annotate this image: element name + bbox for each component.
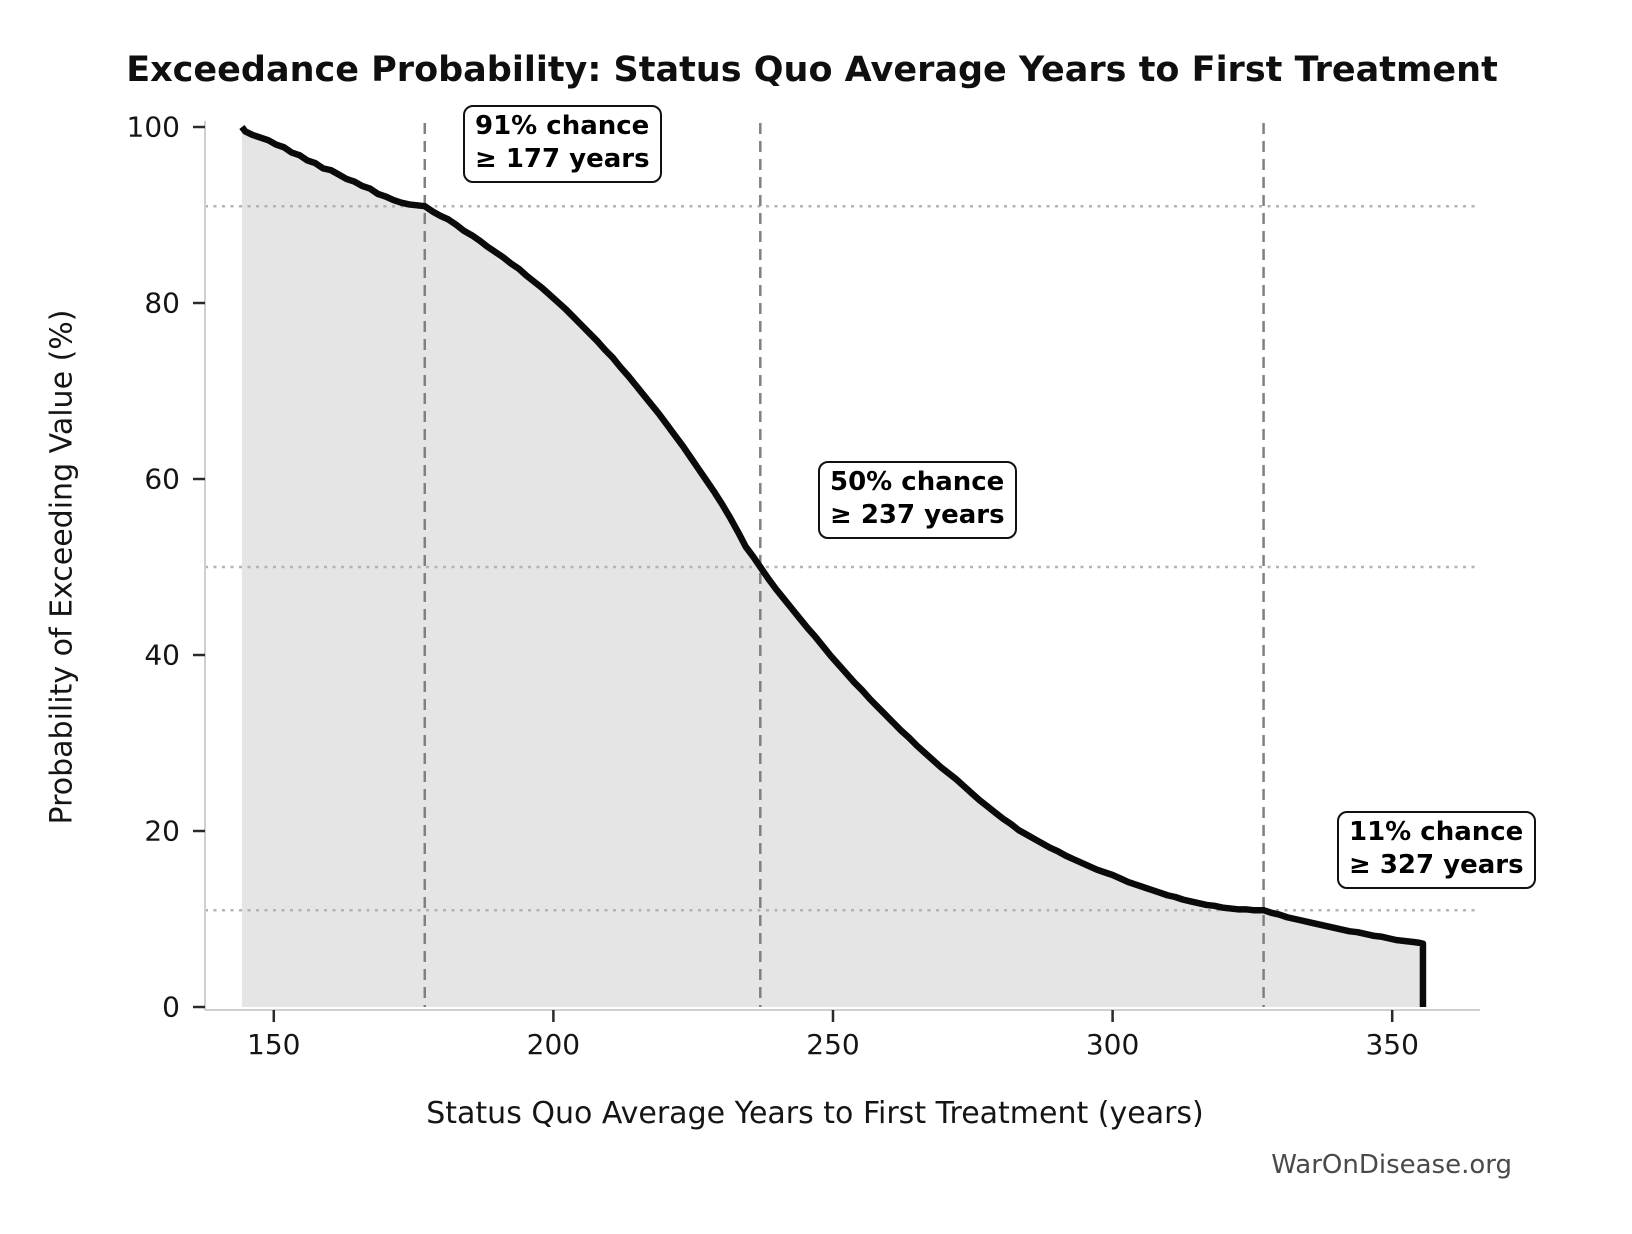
y-axis-label: Probability of Exceeding Value (%) (44, 309, 80, 825)
exceedance-curve (239, 125, 1427, 1007)
annotation-line: 91% chance (475, 111, 650, 141)
y-tick-label: 20 (144, 814, 180, 848)
x-tick-label: 200 (526, 1028, 581, 1061)
annotation-line: ≥ 327 years (1349, 850, 1524, 880)
y-tick-label: 80 (144, 286, 180, 320)
annotation-91-percent: 91% chance ≥ 177 years (463, 105, 662, 183)
area-under-curve (241, 127, 1423, 1007)
y-tick-label: 100 (126, 110, 180, 144)
y-tick-label: 0 (162, 990, 180, 1024)
annotation-line: ≥ 237 years (830, 500, 1005, 530)
x-axis-label: Status Quo Average Years to First Treatm… (426, 1096, 1204, 1131)
x-tick-label: 150 (247, 1028, 301, 1061)
annotation-11-percent: 11% chance ≥ 327 years (1337, 811, 1536, 889)
annotation-line: 50% chance (830, 467, 1005, 497)
x-tick-label: 300 (1085, 1028, 1140, 1061)
x-tick-label: 250 (806, 1028, 860, 1061)
watermark: WarOnDisease.org (1271, 1150, 1512, 1180)
x-tick-label: 350 (1365, 1028, 1419, 1061)
annotation-line: ≥ 177 years (475, 144, 650, 174)
chart-title: Exceedance Probability: Status Quo Avera… (126, 50, 1498, 90)
y-tick-label: 40 (144, 638, 180, 672)
y-tick-label: 60 (144, 462, 180, 496)
annotation-line: 11% chance (1349, 817, 1524, 847)
annotation-50-percent: 50% chance ≥ 237 years (818, 461, 1017, 539)
